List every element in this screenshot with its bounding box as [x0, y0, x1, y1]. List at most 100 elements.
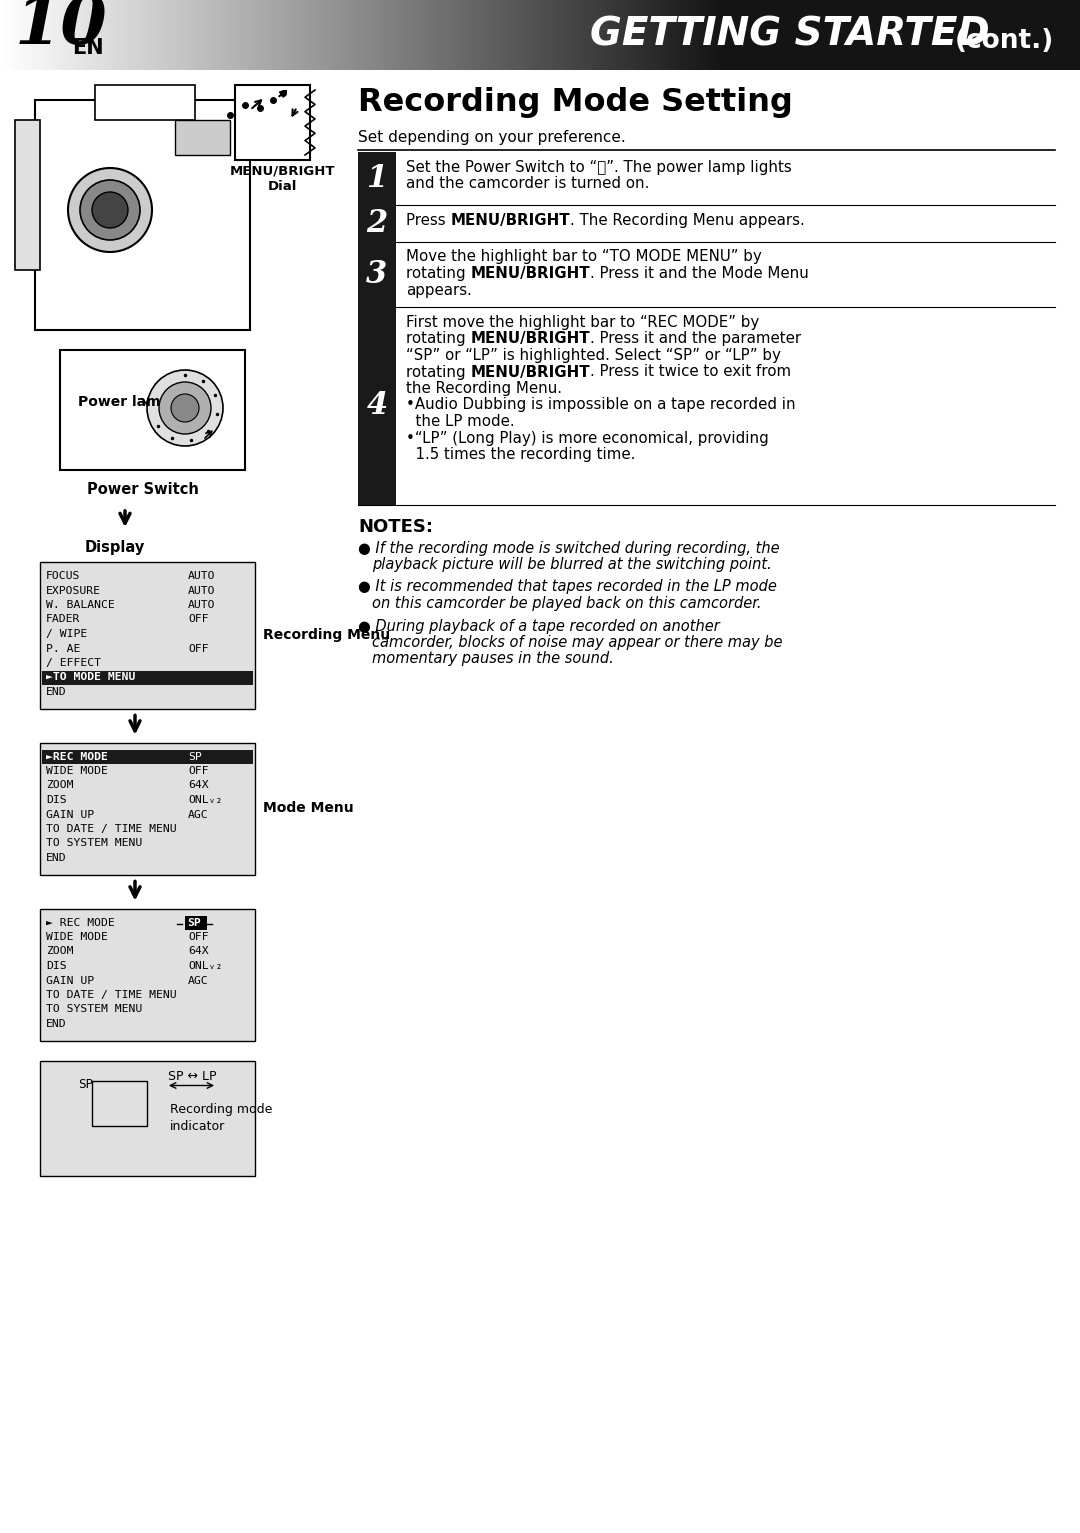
Bar	[770, 0, 773, 71]
Bar	[42, 750, 253, 763]
Bar	[202, 0, 204, 71]
Bar	[19, 0, 23, 71]
Bar	[342, 0, 345, 71]
Bar	[1058, 0, 1062, 71]
Text: playback picture will be blurred at the switching point.: playback picture will be blurred at the …	[372, 556, 772, 572]
Bar	[397, 0, 401, 71]
Bar	[997, 0, 1000, 71]
Bar	[319, 0, 322, 71]
Bar	[272, 0, 274, 71]
Bar	[45, 0, 48, 71]
Bar	[1078, 0, 1080, 71]
Bar	[764, 0, 766, 71]
Bar	[747, 0, 750, 71]
Bar	[432, 0, 435, 71]
Bar	[675, 0, 678, 71]
Bar	[402, 0, 404, 71]
Bar	[630, 0, 633, 71]
Bar	[208, 0, 212, 71]
Bar	[927, 0, 930, 71]
Bar	[429, 0, 431, 71]
Bar	[56, 0, 58, 71]
Bar	[63, 0, 66, 71]
Bar	[585, 0, 588, 71]
Bar	[851, 0, 854, 71]
Bar	[1004, 0, 1008, 71]
Text: . Press it twice to exit from: . Press it twice to exit from	[590, 365, 792, 380]
Bar	[484, 0, 487, 71]
Bar	[27, 0, 30, 71]
Text: 64X: 64X	[188, 946, 208, 957]
Text: W. BALANCE: W. BALANCE	[46, 599, 114, 610]
Bar	[348, 0, 350, 71]
Bar	[407, 0, 409, 71]
Text: momentary pauses in the sound.: momentary pauses in the sound.	[372, 652, 613, 667]
Bar	[477, 0, 480, 71]
Bar	[835, 0, 838, 71]
Bar	[756, 0, 759, 71]
Bar	[646, 0, 649, 71]
Bar	[651, 0, 654, 71]
Bar	[278, 0, 280, 71]
Text: appears.: appears.	[406, 282, 472, 297]
Bar	[235, 84, 310, 159]
Bar	[624, 0, 627, 71]
Bar	[2, 0, 4, 71]
Bar	[605, 0, 608, 71]
Bar	[807, 0, 809, 71]
Bar	[937, 0, 941, 71]
Bar	[378, 0, 381, 71]
Bar	[16, 0, 19, 71]
Bar	[661, 0, 663, 71]
Bar	[441, 0, 444, 71]
Bar	[893, 0, 895, 71]
Bar	[489, 0, 492, 71]
Bar	[167, 0, 171, 71]
Text: SP: SP	[188, 751, 202, 762]
Text: MENU/BRIGHT: MENU/BRIGHT	[471, 267, 590, 281]
Bar	[662, 0, 665, 71]
Bar	[329, 0, 333, 71]
Text: NOTES:: NOTES:	[357, 518, 433, 537]
Text: the LP mode.: the LP mode.	[406, 414, 515, 429]
Bar	[967, 0, 970, 71]
Bar	[300, 0, 303, 71]
Bar	[774, 0, 777, 71]
Bar	[635, 0, 638, 71]
Bar	[653, 0, 657, 71]
Bar	[788, 0, 792, 71]
Bar	[618, 0, 620, 71]
Bar	[40, 563, 255, 708]
Bar	[761, 0, 765, 71]
Text: END: END	[46, 1019, 67, 1029]
Bar	[958, 0, 960, 71]
Text: ● It is recommended that tapes recorded in the LP mode: ● It is recommended that tapes recorded …	[357, 579, 777, 595]
Bar	[586, 0, 590, 71]
Text: END: END	[46, 687, 67, 698]
Bar	[934, 0, 937, 71]
Text: FOCUS: FOCUS	[46, 570, 80, 581]
Text: Display: Display	[85, 540, 145, 555]
Bar	[311, 0, 314, 71]
Bar	[354, 0, 357, 71]
Bar	[721, 0, 725, 71]
Bar	[364, 0, 366, 71]
Bar	[51, 0, 53, 71]
Text: ONLᵥ₂: ONLᵥ₂	[188, 796, 222, 805]
Text: AGC: AGC	[188, 975, 208, 986]
Bar	[969, 0, 971, 71]
Bar	[132, 0, 134, 71]
Text: camcorder, blocks of noise may appear or there may be: camcorder, blocks of noise may appear or…	[372, 635, 783, 650]
Bar	[99, 0, 102, 71]
Bar	[95, 84, 195, 120]
Bar	[988, 0, 991, 71]
Bar	[850, 0, 852, 71]
Bar	[961, 0, 964, 71]
Bar	[443, 0, 446, 71]
Bar	[197, 0, 199, 71]
Bar	[116, 0, 118, 71]
Bar	[419, 0, 422, 71]
Text: AUTO: AUTO	[188, 586, 216, 595]
Bar	[367, 0, 370, 71]
Text: GAIN UP: GAIN UP	[46, 809, 94, 820]
